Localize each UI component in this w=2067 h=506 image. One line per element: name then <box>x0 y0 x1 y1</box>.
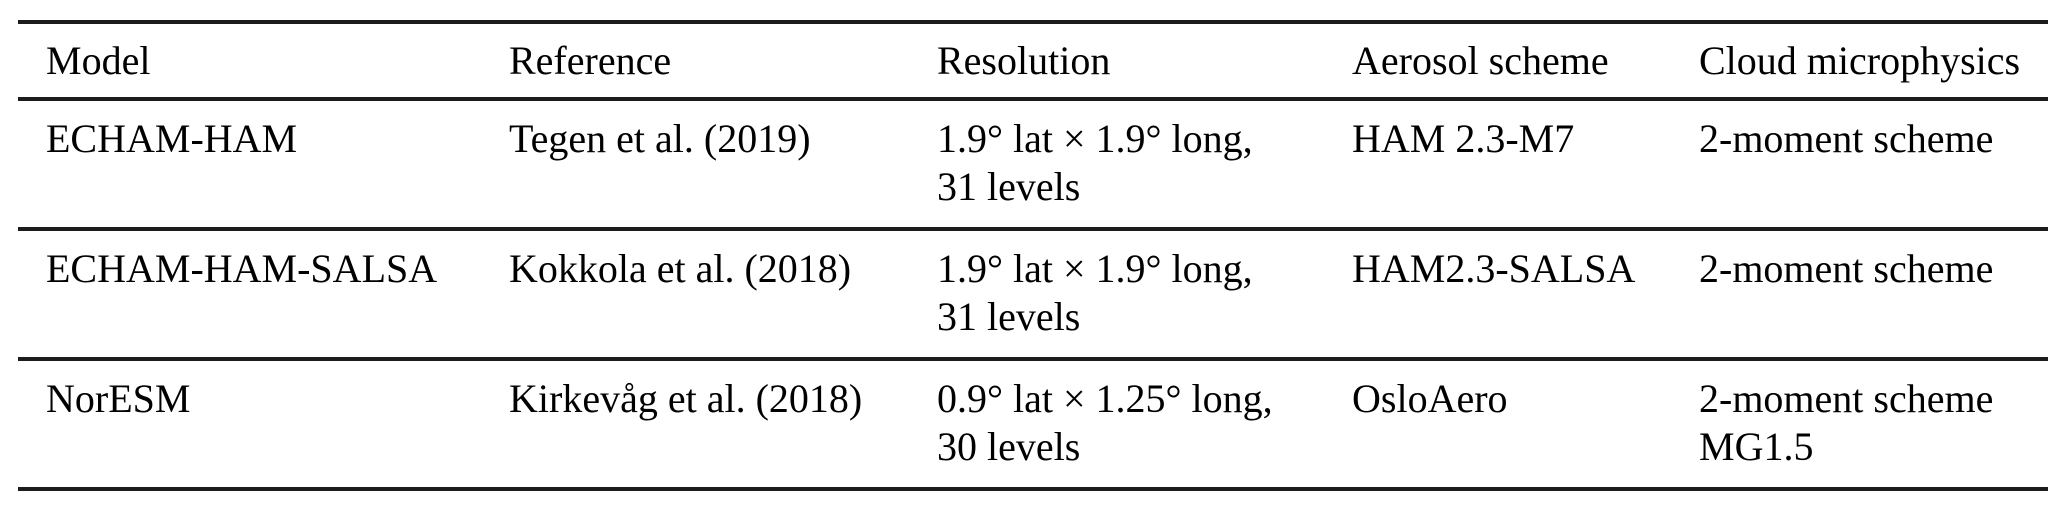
cell-model: ECHAM-HAM <box>18 99 481 231</box>
cell-resolution: 0.9° lat × 1.25° long, 30 levels <box>909 359 1324 491</box>
column-header-cloud-microphysics: Cloud microphysics <box>1671 22 2048 101</box>
cell-cloud-microphysics: 2-moment scheme <box>1671 99 2048 231</box>
table-header-row: Model Reference Resolution Aerosol schem… <box>18 22 2048 101</box>
column-header-model: Model <box>18 22 481 101</box>
column-header-resolution: Resolution <box>909 22 1324 101</box>
column-header-aerosol-scheme: Aerosol scheme <box>1324 22 1671 101</box>
table-row: ECHAM-HAM-SALSA Kokkola et al. (2018) 1.… <box>18 229 2048 361</box>
cell-reference: Kokkola et al. (2018) <box>481 229 909 361</box>
cell-reference: Tegen et al. (2019) <box>481 99 909 231</box>
cell-aerosol-scheme: HAM 2.3-M7 <box>1324 99 1671 231</box>
cell-cloud-microphysics: 2-moment scheme MG1.5 <box>1671 359 2048 491</box>
table-row: NorESM Kirkevåg et al. (2018) 0.9° lat ×… <box>18 359 2048 491</box>
cell-cloud-microphysics: 2-moment scheme <box>1671 229 2048 361</box>
table-row: ECHAM-HAM Tegen et al. (2019) 1.9° lat ×… <box>18 99 2048 231</box>
cell-aerosol-scheme: OsloAero <box>1324 359 1671 491</box>
cell-model: ECHAM-HAM-SALSA <box>18 229 481 361</box>
cell-resolution: 1.9° lat × 1.9° long, 31 levels <box>909 229 1324 361</box>
cell-reference: Kirkevåg et al. (2018) <box>481 359 909 491</box>
cell-model: NorESM <box>18 359 481 491</box>
cell-resolution: 1.9° lat × 1.9° long, 31 levels <box>909 99 1324 231</box>
cell-aerosol-scheme: HAM2.3-SALSA <box>1324 229 1671 361</box>
column-header-reference: Reference <box>481 22 909 101</box>
models-table: Model Reference Resolution Aerosol schem… <box>18 20 2048 491</box>
